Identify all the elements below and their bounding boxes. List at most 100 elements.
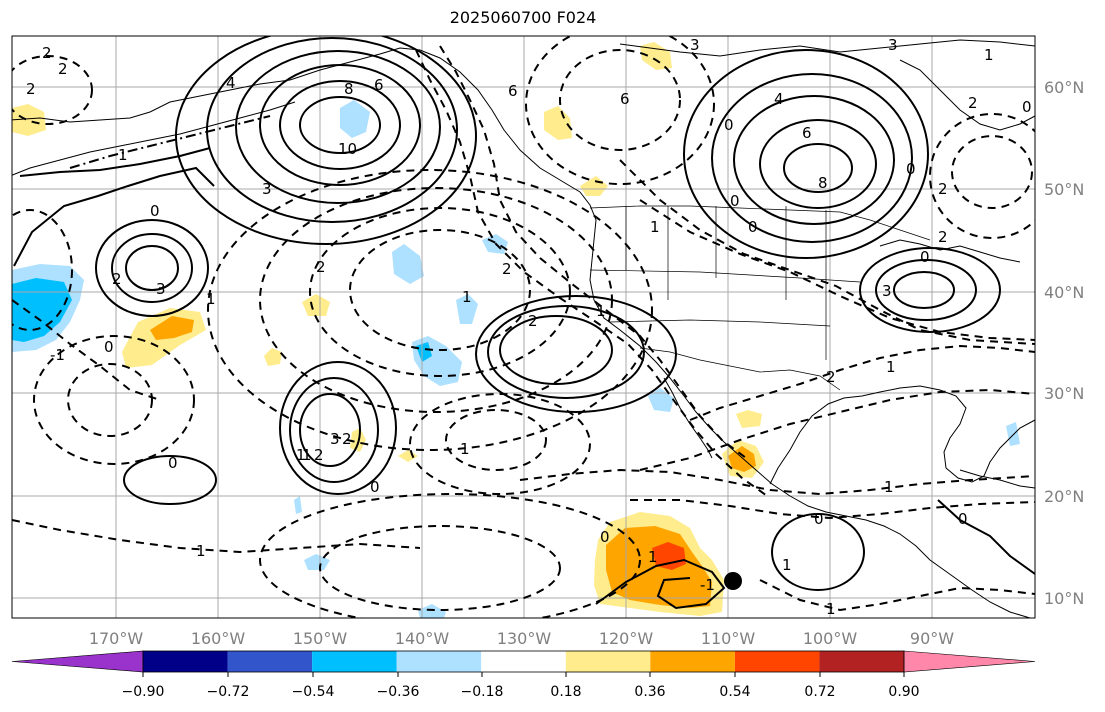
contour-trough-west-coast [439,45,747,459]
lon-label: 90°W [910,629,954,648]
contour-label-layer: 2 2 2 4 6 8 10 1 3 2 3 0 -1 0 1 2 1 2 2 … [26,36,1032,618]
contour-trough-north-pac [12,299,161,401]
lon-label: 100°W [803,629,858,648]
contour-label: 0 [920,248,930,266]
colorbar-segment [565,651,651,672]
contour-trough-south [519,468,1035,496]
contour-high-canada-2 [759,119,877,209]
contour-label: 1 [196,542,206,560]
contour-label: 2 [26,80,36,98]
contour-label: 2 [528,312,538,330]
contour-high-gulf-ak-3 [259,64,421,186]
contour-label: 0 [370,478,380,496]
fill-positive-small-4 [398,450,418,462]
contour-label: 0 [906,160,916,178]
contour-high-w-pac-1 [125,245,179,291]
contour-label: 2 [826,368,836,386]
contour-tc-loop [595,558,726,610]
fill-negative-small-4 [294,496,302,514]
contour-label: 1 [984,46,994,64]
contour-label: 1 [296,446,306,464]
fill-positive-mexico-core [728,446,756,472]
border-state-6 [589,269,861,283]
border-us-canada [589,205,931,241]
contour-label: 2 [938,228,948,246]
contour-trough-gulf [689,344,1035,421]
colorbar-segments [11,650,1036,673]
lon-label: 140°W [395,629,450,648]
coastlines [12,39,1035,618]
contour-zero-south-east [937,499,1035,575]
contour-label: 3 [882,282,892,300]
contour-label: 6 [508,82,518,100]
contour-label: 1 [782,556,792,574]
fill-positive-small-8 [12,104,46,136]
contour-trough-e-tropics [759,579,1035,612]
fill-negative-mid-2-core [416,342,432,362]
contour-label: 6 [374,76,384,94]
colorbar-extension-low [11,650,144,673]
contour-high-ne-us-1 [893,271,955,309]
colorbar-tick-label: 0.90 [888,684,919,700]
lat-label: 60°N [1044,78,1084,97]
lat-label: 40°N [1044,283,1084,302]
contour-low-pac-center-2 [309,207,571,377]
colorbar-extension-high [903,650,1036,673]
contour-label: 2 [342,430,352,448]
fill-negative-west-core [12,278,72,342]
contour-high-gulf-ak-2 [279,80,401,170]
contour-low-sw-2 [33,335,195,465]
contour-label: -1 [700,576,715,594]
colorbar-segment [143,651,228,672]
contour-trough-tropics [12,519,421,554]
fill-negative-small-1 [648,388,674,412]
contour-label: 0 [814,510,824,528]
contour-label: 2 [314,446,324,464]
contour-label: 2 [938,180,948,198]
contour-high-ne-us-3 [859,247,1001,333]
contour-label: 1 [302,446,312,464]
colorbar-tick-labels: −0.90 −0.72 −0.54 −0.36 −0.18 0.18 0.36 … [122,684,920,700]
colorbar-tick-label: 0.18 [550,684,581,700]
fill-negative-small-3 [418,604,446,618]
contour-high-gulf-ak-6 [175,36,477,245]
fill-positive-west-pac-core [150,316,194,340]
contour-trough-canada-2 [639,199,1035,341]
contour-label: 1 [648,548,658,566]
fill-negative-mid-4 [456,294,478,324]
colorbar-segment [481,651,566,672]
contour-label: 1 [886,358,896,376]
fill-positive-e-pacific-core [606,526,712,608]
contour-label: 3 [262,180,272,198]
contour-high-gulf-ak-5 [206,37,458,223]
colorbar: −0.90 −0.72 −0.54 −0.36 −0.18 0.18 0.36 … [11,650,1036,700]
coast-alaska [12,47,581,193]
contour-label: 1 [462,288,472,306]
border-state-7 [609,319,831,327]
contour-low-tropics-2 [259,493,641,618]
contour-low-north-1 [12,55,93,125]
contour-low-sw-1 [67,363,153,437]
fill-positive-small-9 [580,176,608,196]
contour-high-mid-pac-2 [289,377,379,483]
dashdot-contours [69,115,271,169]
contour-high-ne-pac-1 [499,315,613,385]
contour-label: 6 [802,124,812,142]
contour-label: 1 [826,600,836,618]
contour-label: 2 [316,258,326,276]
colorbar-segment [819,651,904,672]
contour-label: 6 [620,90,630,108]
contour-zero-hawaii [123,455,217,505]
lat-label: 20°N [1044,487,1084,506]
lon-label: 120°W [599,629,654,648]
coast-gulf-mexico [769,385,1035,485]
colorbar-ticks [142,672,905,677]
contour-high-gulf-ak-4 [235,50,441,204]
contour-label: 0 [150,202,160,220]
fill-negative-gulf-ak [340,100,370,138]
contour-zero-mexico-low [771,513,865,591]
contour-trough-gulf-2 [639,388,1035,471]
colorbar-tick-label: 0.72 [804,684,835,700]
contour-label: 1 [460,440,470,458]
